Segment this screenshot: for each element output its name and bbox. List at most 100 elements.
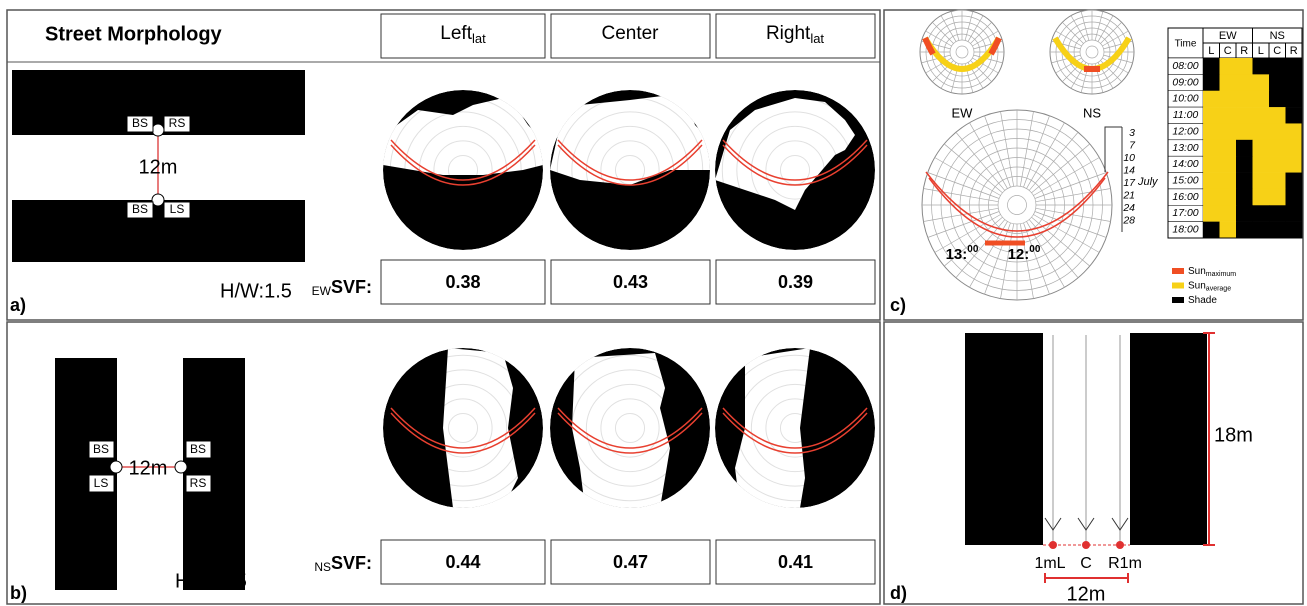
date-label: 28: [1122, 214, 1135, 226]
shade-cell: [1203, 173, 1220, 190]
orientation-label: NS: [1083, 105, 1101, 120]
shade-cell: [1220, 156, 1237, 173]
svf-value: 0.38: [445, 272, 480, 292]
shade-cell: [1253, 58, 1270, 75]
svf-value: 0.41: [778, 552, 813, 572]
date-label: 24: [1122, 202, 1135, 214]
shade-cell: [1220, 74, 1237, 91]
time-row-label: 18:00: [1172, 224, 1198, 236]
sky-patch: [735, 348, 810, 508]
group-header: NS: [1270, 30, 1285, 42]
building: [55, 358, 117, 590]
shade-cell: [1203, 91, 1220, 108]
svf-value: 0.47: [613, 552, 648, 572]
time-row-label: 08:00: [1172, 60, 1198, 72]
sensor-dot: [1116, 541, 1124, 549]
shade-cell: [1269, 91, 1286, 108]
column-name: Right: [766, 23, 811, 44]
time-row-label: 10:00: [1172, 93, 1198, 105]
ratio: H/W:1.5: [175, 570, 247, 592]
shade-cell: [1286, 173, 1303, 190]
shade-cell: [1286, 91, 1303, 108]
legend-text: Sun: [1188, 280, 1206, 291]
column-header: L: [1258, 45, 1264, 57]
point-label: R1m: [1108, 555, 1142, 572]
tag: BS: [190, 442, 206, 456]
time-row-label: 15:00: [1172, 175, 1198, 187]
shade-cell: [1203, 123, 1220, 140]
tag: BS: [132, 202, 148, 216]
fisheye: [383, 348, 543, 508]
distance-label: 12m: [129, 457, 168, 479]
legend-swatch: [1172, 297, 1184, 303]
shade-cell: [1220, 107, 1237, 124]
ratio: H/W:1.5: [220, 280, 292, 302]
shade-cell: [1253, 74, 1270, 91]
shade-cell: [1220, 222, 1237, 239]
shade-cell: [1236, 74, 1253, 91]
fisheye: [715, 348, 875, 508]
legend-swatch: [1172, 268, 1184, 274]
distance-label: 12m: [139, 156, 178, 178]
fisheye: [383, 90, 543, 250]
time-hour: 12:: [1008, 246, 1030, 263]
shade-cell: [1269, 140, 1286, 157]
legend-label: Shade: [1188, 295, 1217, 306]
svf-value: 0.39: [778, 272, 813, 292]
shade-cell: [1286, 58, 1303, 75]
shade-cell: [1236, 156, 1253, 173]
svf-name: SVF:: [331, 277, 372, 297]
tag: LS: [94, 476, 109, 490]
time-row-label: 13:00: [1172, 142, 1198, 154]
shade-cell: [1286, 123, 1303, 140]
sensor-dot: [1049, 541, 1057, 549]
shade-cell: [1286, 205, 1303, 222]
column-subscript: lat: [472, 31, 486, 46]
shade-cell: [1269, 74, 1286, 91]
svf-prefix: EW: [312, 284, 332, 298]
shade-cell: [1220, 123, 1237, 140]
time-row-label: 17:00: [1172, 207, 1198, 219]
shade-cell: [1269, 156, 1286, 173]
svf-name: SVF:: [331, 553, 372, 573]
width-label: 12m: [1067, 583, 1106, 605]
date-label: 3: [1129, 127, 1135, 139]
shade-cell: [1286, 140, 1303, 157]
building: [1130, 333, 1207, 545]
shade-cell: [1286, 107, 1303, 124]
shade-cell: [1203, 189, 1220, 206]
shade-cell: [1253, 140, 1270, 157]
shade-cell: [1236, 222, 1253, 239]
shade-cell: [1236, 173, 1253, 190]
svf-value: 0.43: [613, 272, 648, 292]
shade-cell: [1269, 123, 1286, 140]
shade-cell: [1269, 205, 1286, 222]
group-header: EW: [1219, 30, 1237, 42]
shade-cell: [1253, 173, 1270, 190]
time-row-label: 09:00: [1172, 76, 1198, 88]
shade-cell: [1203, 140, 1220, 157]
shade-cell: [1253, 222, 1270, 239]
shade-cell: [1220, 173, 1237, 190]
shade-cell: [1236, 123, 1253, 140]
time-row-label: 14:00: [1172, 158, 1198, 170]
polar-diagram: [1050, 10, 1134, 94]
polar-diagram: [922, 110, 1112, 300]
tag: BS: [93, 442, 109, 456]
shade-cell: [1286, 74, 1303, 91]
table-header: Time: [1175, 39, 1197, 50]
page: Street Morphology Leftlat Center Rightla…: [0, 0, 1307, 606]
time-hour: 13:: [946, 246, 968, 263]
legend-subscript: average: [1206, 285, 1231, 292]
building: [183, 358, 245, 590]
shade-cell: [1220, 205, 1237, 222]
tag: LS: [170, 202, 185, 216]
fisheye: [550, 90, 710, 250]
sensor-point: [152, 124, 164, 136]
orientation-label: EW: [952, 105, 974, 120]
tag: RS: [169, 116, 186, 130]
shade-cell: [1203, 58, 1220, 75]
date-label: 10: [1123, 152, 1135, 164]
column-header: C: [1273, 45, 1281, 57]
panel-label: c): [890, 295, 906, 315]
